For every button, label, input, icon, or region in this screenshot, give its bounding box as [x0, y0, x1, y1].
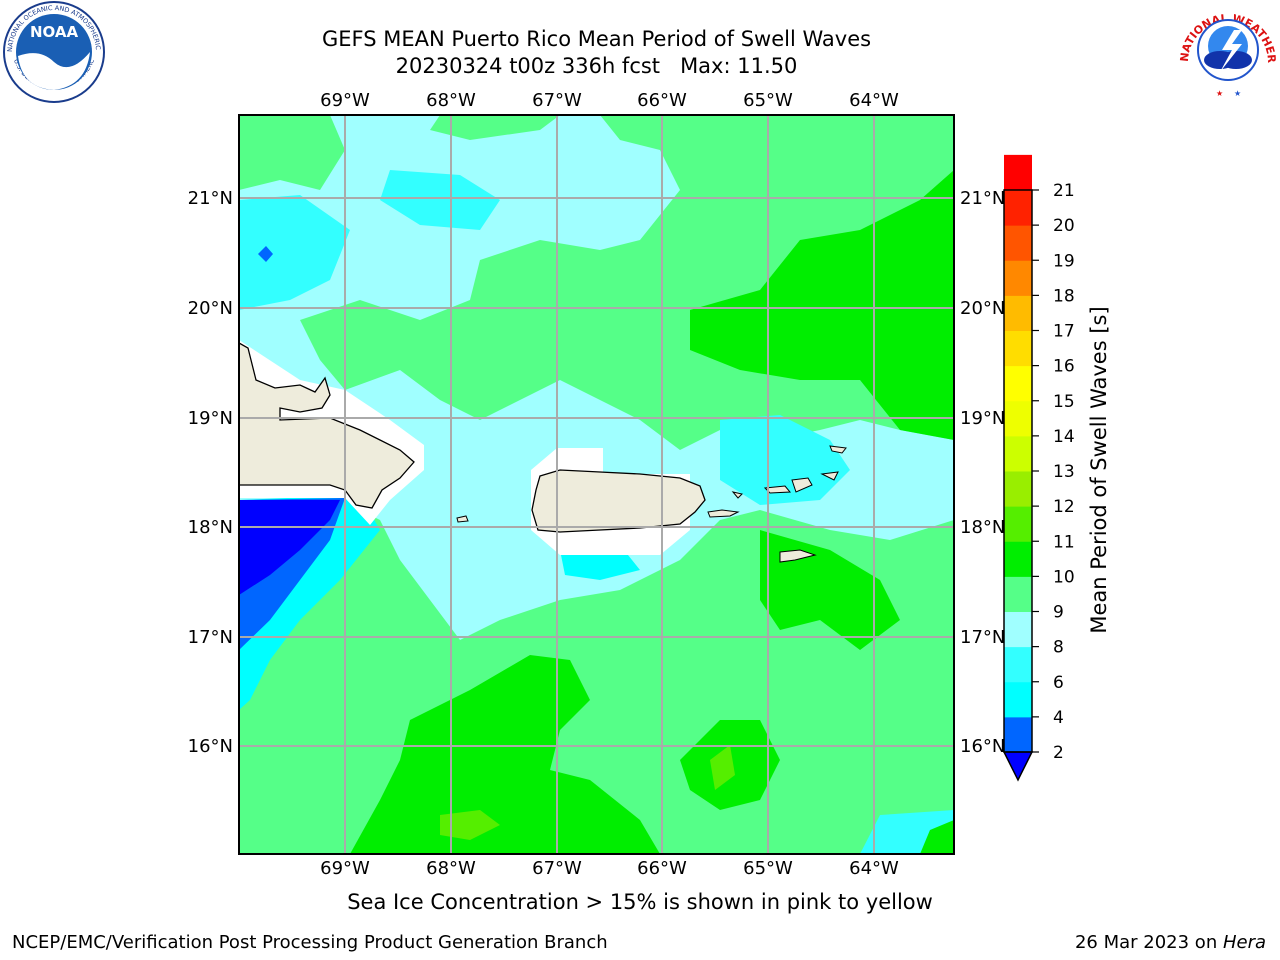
colorbar-tick-label: 6 [1053, 673, 1064, 693]
lon-labels-top: 69°W 68°W 67°W 66°W 65°W 64°W [320, 90, 899, 111]
lon-label: 68°W [426, 858, 476, 879]
footer-machine: Hera [1222, 932, 1266, 953]
chart-subtitle: 20230324 t00z 336h fcst Max: 11.50 [395, 54, 798, 78]
lon-label: 67°W [532, 858, 582, 879]
lat-label: 20°N [188, 298, 233, 319]
colorbar-tick-label: 19 [1053, 251, 1075, 271]
lon-label: 66°W [637, 858, 687, 879]
colorbar: 2 4 6 8 9 10 11 12 13 14 15 16 17 18 19 20 21 [1002, 154, 1075, 782]
lat-label: 19°N [188, 408, 233, 429]
lat-label: 21°N [188, 188, 233, 209]
colorbar-segment [1004, 611, 1032, 648]
lat-label: 21°N [960, 188, 1005, 209]
colorbar-tick-label: 12 [1053, 497, 1075, 517]
colorbar-segment [1004, 681, 1032, 718]
chart-title: GEFS MEAN Puerto Rico Mean Period of Swe… [321, 27, 872, 51]
lat-label: 16°N [960, 736, 1005, 757]
colorbar-tick-label: 16 [1053, 357, 1075, 377]
noaa-logo-text: NOAA [30, 23, 79, 41]
lat-labels-right: 21°N 20°N 19°N 18°N 17°N 16°N [960, 188, 1005, 757]
footer-credit: NCEP/EMC/Verification Post Processing Pr… [12, 932, 608, 953]
lon-label: 67°W [532, 90, 582, 111]
colorbar-segment [1004, 295, 1032, 331]
nws-logo: NATIONAL WEATHER SERVICE ★ ★ [1176, 0, 1278, 98]
footer-date-text: 26 Mar 2023 on [1074, 932, 1223, 953]
colorbar-tick-label: 13 [1053, 462, 1075, 482]
colorbar-segment [1004, 400, 1032, 437]
lon-label: 65°W [743, 90, 793, 111]
lon-labels-bottom: 69°W 68°W 67°W 66°W 65°W 64°W [320, 858, 899, 879]
lon-label: 69°W [320, 858, 370, 879]
colorbar-segment [1004, 365, 1032, 402]
colorbar-tick-label: 11 [1053, 532, 1075, 552]
colorbar-segment [1004, 471, 1032, 507]
colorbar-segment [1004, 646, 1032, 683]
lon-label: 69°W [320, 90, 370, 111]
colorbar-tick-label: 4 [1053, 708, 1064, 728]
lat-label: 18°N [188, 517, 233, 538]
lat-label: 19°N [960, 408, 1005, 429]
colorbar-label: Mean Period of Swell Waves [s] [1087, 306, 1111, 633]
footer-date: 26 Mar 2023 on Hera [1075, 932, 1266, 953]
lat-label: 20°N [960, 298, 1005, 319]
lat-label: 18°N [960, 517, 1005, 538]
caption-text: Sea Ice Concentration > 15% is shown in … [347, 890, 933, 914]
colorbar-segment [1004, 154, 1032, 191]
colorbar-tick-label: 8 [1053, 638, 1064, 658]
colorbar-tick-label: 9 [1053, 603, 1064, 623]
lon-label: 65°W [743, 858, 793, 879]
noaa-logo: NATIONAL OCEANIC AND ATMOSPHERIC ADMINIS… [0, 0, 105, 103]
colorbar-tick-label: 10 [1053, 567, 1075, 587]
colorbar-segment [1004, 330, 1032, 367]
colorbar-tick-label: 15 [1053, 392, 1075, 412]
lat-label: 17°N [188, 627, 233, 648]
map-frame [238, 114, 955, 855]
lon-label: 66°W [637, 90, 687, 111]
colorbar-segment [1004, 435, 1032, 472]
colorbar-tick-label: 21 [1053, 181, 1075, 201]
colorbar-tick-label: 18 [1053, 286, 1075, 306]
lat-labels-left: 21°N 20°N 19°N 18°N 17°N 16°N [188, 188, 233, 757]
colorbar-tick-label: 2 [1053, 743, 1064, 763]
lon-label: 68°W [426, 90, 476, 111]
colorbar-segment [1004, 541, 1032, 577]
svg-text:★: ★ [1234, 89, 1241, 98]
colorbar-segment [1004, 716, 1032, 753]
swell-contours [239, 115, 954, 854]
lon-label: 64°W [849, 858, 899, 879]
colorbar-segment [1004, 190, 1032, 226]
colorbar-tick-label: 20 [1053, 216, 1075, 236]
colorbar-segment [1004, 260, 1032, 296]
lat-label: 17°N [960, 627, 1005, 648]
colorbar-tick-label: 17 [1053, 322, 1075, 342]
caption: Sea Ice Concentration > 15% is shown in … [0, 890, 1280, 914]
lat-label: 16°N [188, 736, 233, 757]
lon-label: 64°W [849, 90, 899, 111]
colorbar-segment [1004, 225, 1032, 261]
colorbar-tick-label: 14 [1053, 427, 1075, 447]
colorbar-extend [1002, 751, 1034, 782]
svg-text:★: ★ [1216, 89, 1223, 98]
colorbar-segment [1004, 506, 1032, 542]
colorbar-segment [1004, 576, 1032, 612]
graticule [239, 115, 954, 854]
